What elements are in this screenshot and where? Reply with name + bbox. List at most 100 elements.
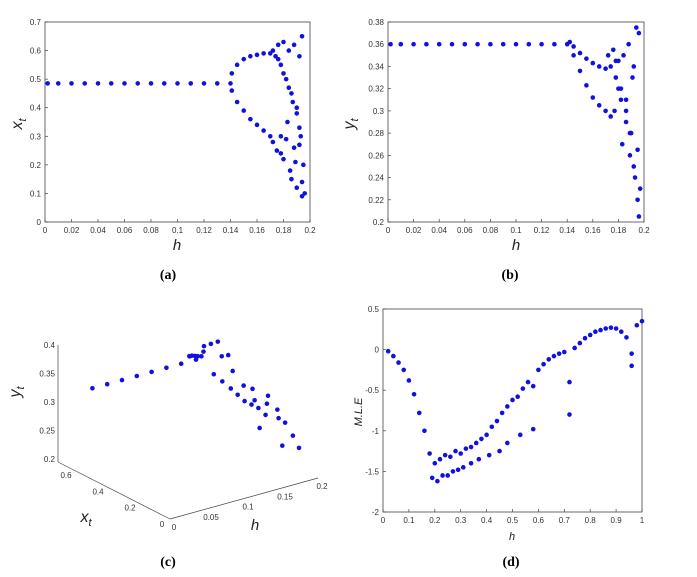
panel-b-x-tick-label: 0.14 bbox=[559, 226, 575, 235]
panel-c-yt-axis-label: yt bbox=[7, 386, 27, 399]
panel-d-y-tick-label: -1.5 bbox=[365, 467, 379, 476]
panel-d-point bbox=[489, 424, 495, 430]
panel-c-point bbox=[201, 349, 206, 354]
panel-c-point bbox=[211, 371, 217, 377]
panel-a-point bbox=[291, 145, 297, 151]
panel-c-point bbox=[264, 401, 270, 407]
panel-a-x-tick-label: 0.1 bbox=[172, 226, 184, 235]
panel-a-y-tick-label: 0.6 bbox=[30, 47, 42, 56]
panel-d-caption: (d) bbox=[502, 555, 519, 570]
panel-c-point bbox=[195, 353, 200, 359]
panel-b-y-tick-label: 0.36 bbox=[368, 40, 384, 49]
panel-d-point bbox=[437, 456, 443, 462]
panel-d-point bbox=[515, 394, 520, 399]
panel-b-x-tick-label: 0.18 bbox=[611, 226, 627, 235]
panel-c-point bbox=[149, 369, 154, 375]
panel-d-x-axis-label: h bbox=[509, 531, 515, 543]
panel-b-point bbox=[411, 41, 416, 47]
panel-d-point bbox=[572, 345, 577, 351]
panel-a-point bbox=[293, 159, 298, 165]
panel-a-point bbox=[270, 139, 276, 145]
panel-b-x-tick-label: 0.06 bbox=[457, 226, 473, 235]
panel-c-point bbox=[276, 415, 281, 421]
panel-a-point bbox=[283, 76, 289, 82]
panel-c-point bbox=[282, 420, 288, 425]
panel-b-point bbox=[577, 68, 583, 74]
panel-c-yt-label-sub: t bbox=[15, 386, 27, 390]
panel-c-point bbox=[164, 365, 169, 371]
panel-a-point bbox=[286, 48, 292, 53]
panel-a-ticks: 0 0.02 0.04 0.06 0.08 0.1 0.12 0.14 0.16 0.18 0.2 0… bbox=[30, 18, 316, 235]
panel-a-point bbox=[261, 51, 266, 56]
panel-d-point bbox=[468, 444, 474, 450]
panel-a-point bbox=[278, 133, 284, 139]
panel-d-point bbox=[562, 349, 567, 355]
panel-d-point bbox=[541, 361, 546, 367]
panel-c-point bbox=[290, 433, 296, 438]
panel-b-point bbox=[631, 64, 637, 69]
panel-a-point bbox=[289, 176, 294, 182]
panel-c-xt-axis-line bbox=[57, 461, 171, 520]
panel-d-point bbox=[468, 460, 474, 466]
panel-b-point bbox=[608, 64, 614, 69]
panel-d-point bbox=[567, 379, 572, 385]
panel-b-y-tick-label: 0.38 bbox=[368, 18, 384, 27]
panel-c-yt-label-main: y bbox=[7, 389, 24, 399]
panel-c-point bbox=[199, 354, 204, 359]
panel-b-x-axis-label: h bbox=[512, 237, 520, 254]
panel-b-y-tick-label: 0.26 bbox=[368, 151, 384, 160]
panel-b-point bbox=[388, 41, 393, 47]
panel-c-point bbox=[263, 412, 268, 418]
panel-c-point bbox=[235, 392, 240, 398]
panel-d-point bbox=[391, 353, 396, 359]
panel-c-yt-tick-label: 0.25 bbox=[39, 427, 55, 436]
panel-a-y-axis-label-main: x bbox=[9, 121, 26, 131]
panel-b-y-axis-label-sub: t bbox=[349, 118, 361, 122]
panel-b-point bbox=[596, 103, 602, 108]
panel-b-y-tick-label: 0.34 bbox=[368, 62, 384, 71]
panel-d-y-tick-label: 0 bbox=[375, 346, 380, 355]
panel-d-x-tick-label: 0.3 bbox=[455, 516, 467, 525]
panel-d-point bbox=[401, 367, 407, 373]
panel-c-h-tick-label: 0.1 bbox=[242, 503, 254, 512]
panel-a-point bbox=[108, 81, 114, 86]
panel-d-point bbox=[603, 326, 609, 331]
panel-b-y-axis-label-main: y bbox=[341, 121, 358, 131]
panel-a-point bbox=[301, 162, 306, 168]
panel-a-point bbox=[229, 71, 235, 76]
panel-d-point bbox=[458, 451, 464, 456]
panel-c-yt-tick-label: 0.35 bbox=[39, 370, 55, 379]
panel-a-y-axis-label-sub: t bbox=[17, 118, 29, 122]
panel-d-point bbox=[639, 318, 645, 324]
panel-d-point bbox=[505, 404, 510, 409]
panel-c-point bbox=[220, 379, 225, 384]
panel-b-point bbox=[627, 153, 633, 158]
panel-d-point bbox=[460, 465, 466, 470]
panel-a-point bbox=[291, 42, 297, 48]
panel-a-point bbox=[248, 116, 253, 122]
panel-d-x-tick-label: 0.7 bbox=[559, 516, 571, 525]
panel-d-point bbox=[455, 467, 461, 473]
panel-d-x-tick-label: 0.5 bbox=[507, 516, 519, 525]
panel-a-y-tick-label: 0.2 bbox=[30, 161, 42, 170]
panel-d-point bbox=[582, 335, 588, 341]
panel-a-point bbox=[261, 128, 266, 133]
panel-d-point bbox=[629, 351, 634, 356]
panel-c-point bbox=[90, 386, 95, 391]
panel-b-point bbox=[631, 164, 637, 169]
panel-a-point bbox=[299, 179, 305, 185]
panel-b-point bbox=[500, 41, 506, 47]
panel-b-data-points bbox=[388, 25, 643, 219]
panel-b-point bbox=[608, 114, 614, 119]
panel-b-x-tick-label: 0 bbox=[386, 226, 391, 235]
panel-c-xt-axis-label: xt bbox=[79, 509, 92, 529]
panel-b-point bbox=[613, 75, 619, 80]
panel-c-point bbox=[249, 402, 254, 407]
panel-a-x-tick-label: 0.18 bbox=[276, 226, 292, 235]
panel-b-y-tick-label: 0.3 bbox=[373, 107, 385, 116]
panel-a-x-axis-label: h bbox=[173, 237, 181, 254]
panel-c-point bbox=[178, 361, 184, 367]
panel-b-y-tick-label: 0.32 bbox=[368, 85, 384, 94]
panel-a-point bbox=[278, 151, 284, 156]
